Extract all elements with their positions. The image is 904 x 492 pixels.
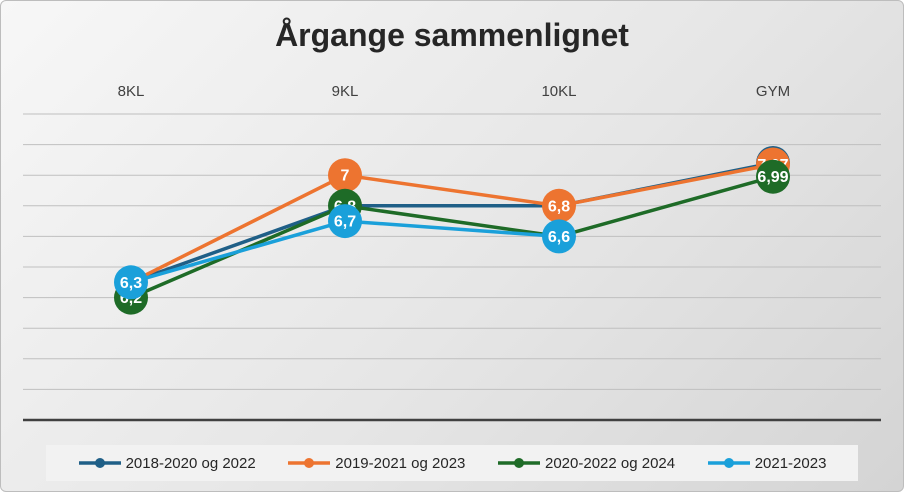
legend-swatch [707,458,750,468]
chart-legend: 2018-2020 og 2022 2019-2021 og 2023 2020-2… [46,445,858,481]
data-label: 7 [341,168,350,185]
legend-swatch-marker [513,458,524,468]
legend-label: 2021-2023 [754,454,827,472]
data-label: 6,6 [548,229,570,246]
legend-swatch-marker [723,458,734,468]
legend-swatch-marker [304,458,315,468]
x-tick-label: 10KL [541,83,576,100]
series-line [130,175,774,300]
data-point [328,204,362,239]
legend-swatch [497,458,540,468]
data-label: 6,99 [757,169,788,186]
chart-plot: 8KL9KL10KLGYM7,0876,87,076,26,86,996,36,… [23,83,881,422]
data-label: 6,8 [548,198,570,215]
x-tick-label: GYM [756,83,790,100]
data-point [542,219,576,254]
legend-item: 2018-2020 og 2022 [78,455,256,472]
data-point [328,158,362,193]
legend-item: 2020-2022 og 2024 [497,455,675,472]
legend-label: 2020-2022 og 2024 [544,454,676,472]
series-line [130,162,774,284]
x-tick-label: 8KL [118,83,145,100]
x-tick-label: 9KL [332,83,359,100]
legend-label: 2019-2021 og 2023 [335,454,466,472]
chart-title: Årgange sammenlignet [275,17,629,53]
legend-swatch [78,458,121,468]
legend-swatch [288,458,331,468]
data-label: 6,3 [120,275,142,292]
data-point [542,188,576,223]
legend-item: 2019-2021 og 2023 [287,455,465,472]
data-point [756,159,790,194]
legend-swatch-marker [94,458,105,468]
legend-item: 2021-2023 [707,454,827,472]
data-point [114,265,148,300]
data-label: 6,7 [334,214,356,231]
legend-label: 2018-2020 og 2022 [125,454,256,472]
